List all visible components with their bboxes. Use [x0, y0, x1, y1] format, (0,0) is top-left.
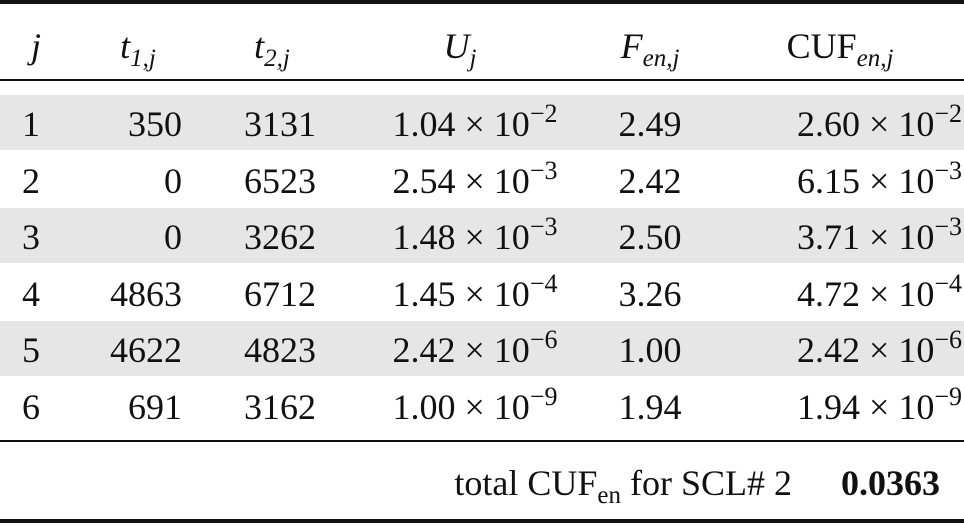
table-cell: 6 — [22, 386, 40, 427]
table-cell: 6.15 × 10−3 — [797, 157, 962, 201]
header-subscript: 2,j — [264, 45, 290, 72]
table-cell: 6523 — [244, 160, 316, 201]
mid-rule — [0, 79, 964, 81]
cell-mantissa: 2.60 × 10 — [797, 104, 935, 144]
table-cell: 2.60 × 10−2 — [797, 101, 962, 144]
header-symbol: j — [30, 26, 42, 66]
table-cell: 3131 — [244, 104, 316, 144]
table-cell: 5 — [22, 330, 40, 370]
header-symbol: t — [254, 26, 265, 66]
header-cell: CUFen,j — [786, 26, 894, 71]
cell-exponent: −3 — [934, 212, 962, 241]
cell-exponent: −3 — [529, 212, 558, 241]
table-cell: 350 — [128, 104, 182, 144]
header-symbol: t — [120, 26, 131, 66]
cell-exponent: −9 — [529, 381, 558, 411]
table-cell: 4 — [22, 273, 40, 314]
cell-exponent: −2 — [934, 99, 962, 128]
cell-mantissa: 1.04 × 10 — [392, 104, 530, 144]
table-cell: 2.50 — [618, 217, 682, 257]
cell-mantissa: 2.54 × 10 — [392, 160, 530, 201]
header-subscript: en,j — [856, 45, 894, 72]
cell-mantissa: 2.42 × 10 — [392, 330, 530, 370]
table-cell: 3262 — [244, 217, 316, 257]
cell-exponent: −3 — [529, 155, 558, 185]
cell-mantissa: 6.15 × 10 — [797, 160, 935, 201]
table-cell: 4.72 × 10−4 — [797, 270, 962, 314]
row-shading — [0, 208, 964, 263]
cell-mantissa: 2.42 × 10 — [797, 330, 935, 370]
table-cell: 2.42 × 10−6 — [392, 327, 558, 370]
top-rule — [0, 0, 964, 4]
cell-mantissa: 1.48 × 10 — [392, 217, 530, 257]
cell-exponent: −4 — [529, 268, 558, 298]
row-shading — [0, 95, 964, 150]
total-label: total CUFen for SCL# 2 — [454, 463, 792, 509]
cell-mantissa: 1.45 × 10 — [392, 273, 530, 314]
row-shading — [0, 321, 964, 376]
table-cell: 1.48 × 10−3 — [392, 214, 558, 257]
table-cell: 1.45 × 10−4 — [392, 270, 558, 314]
table-cell: 4622 — [110, 330, 182, 370]
total-value: 0.0363 — [841, 463, 940, 503]
cell-mantissa: 1.94 × 10 — [797, 386, 935, 427]
header-cell: Uj — [443, 26, 477, 71]
table-cell: 1.00 — [618, 330, 682, 370]
header-symbol: U — [443, 26, 470, 66]
cell-exponent: −3 — [934, 155, 962, 185]
table-cell: 2 — [22, 160, 40, 201]
header-subscript: j — [469, 45, 477, 72]
cell-mantissa: 3.71 × 10 — [797, 217, 935, 257]
cell-exponent: −6 — [934, 325, 962, 354]
table-cell: 1.94 × 10−9 — [797, 383, 962, 427]
table-cell: 3162 — [244, 386, 316, 427]
header-cell: j — [31, 28, 41, 64]
foot-rule — [0, 440, 964, 442]
table-cell: 1 — [22, 104, 40, 144]
table-cell: 3.71 × 10−3 — [797, 214, 962, 257]
header-symbol: CUF — [786, 26, 857, 66]
table-cell: 1.94 — [618, 386, 682, 427]
table-cell: 1.00 × 10−9 — [392, 383, 558, 427]
table-cell: 0 — [164, 160, 182, 201]
header-subscript: 1,j — [130, 45, 156, 72]
table-cell: 4823 — [244, 330, 316, 370]
header-cell: Fen,j — [620, 26, 680, 71]
cell-mantissa: 1.00 × 10 — [392, 386, 530, 427]
table-cell: 3.26 — [618, 273, 682, 314]
header-symbol: F — [620, 26, 643, 66]
cell-exponent: −2 — [529, 99, 558, 128]
table-cell: 6712 — [244, 273, 316, 314]
cell-exponent: −6 — [529, 325, 558, 354]
header-cell: t1,j — [120, 26, 156, 71]
table-cell: 691 — [128, 386, 182, 427]
table-cell: 0 — [164, 217, 182, 257]
bottom-rule — [0, 519, 964, 523]
cell-exponent: −9 — [934, 381, 962, 411]
table-cell: 2.49 — [618, 104, 682, 144]
header-cell: t2,j — [254, 26, 290, 71]
table-cell: 2.54 × 10−3 — [392, 157, 558, 201]
cell-mantissa: 4.72 × 10 — [797, 273, 935, 314]
table-cell: 4863 — [110, 273, 182, 314]
header-subscript: en,j — [642, 45, 680, 72]
table-cell: 3 — [22, 217, 40, 257]
table-cell: 2.42 × 10−6 — [797, 327, 962, 370]
cell-exponent: −4 — [934, 268, 962, 298]
table-cell: 2.42 — [618, 160, 682, 201]
table-cell: 1.04 × 10−2 — [392, 101, 558, 144]
